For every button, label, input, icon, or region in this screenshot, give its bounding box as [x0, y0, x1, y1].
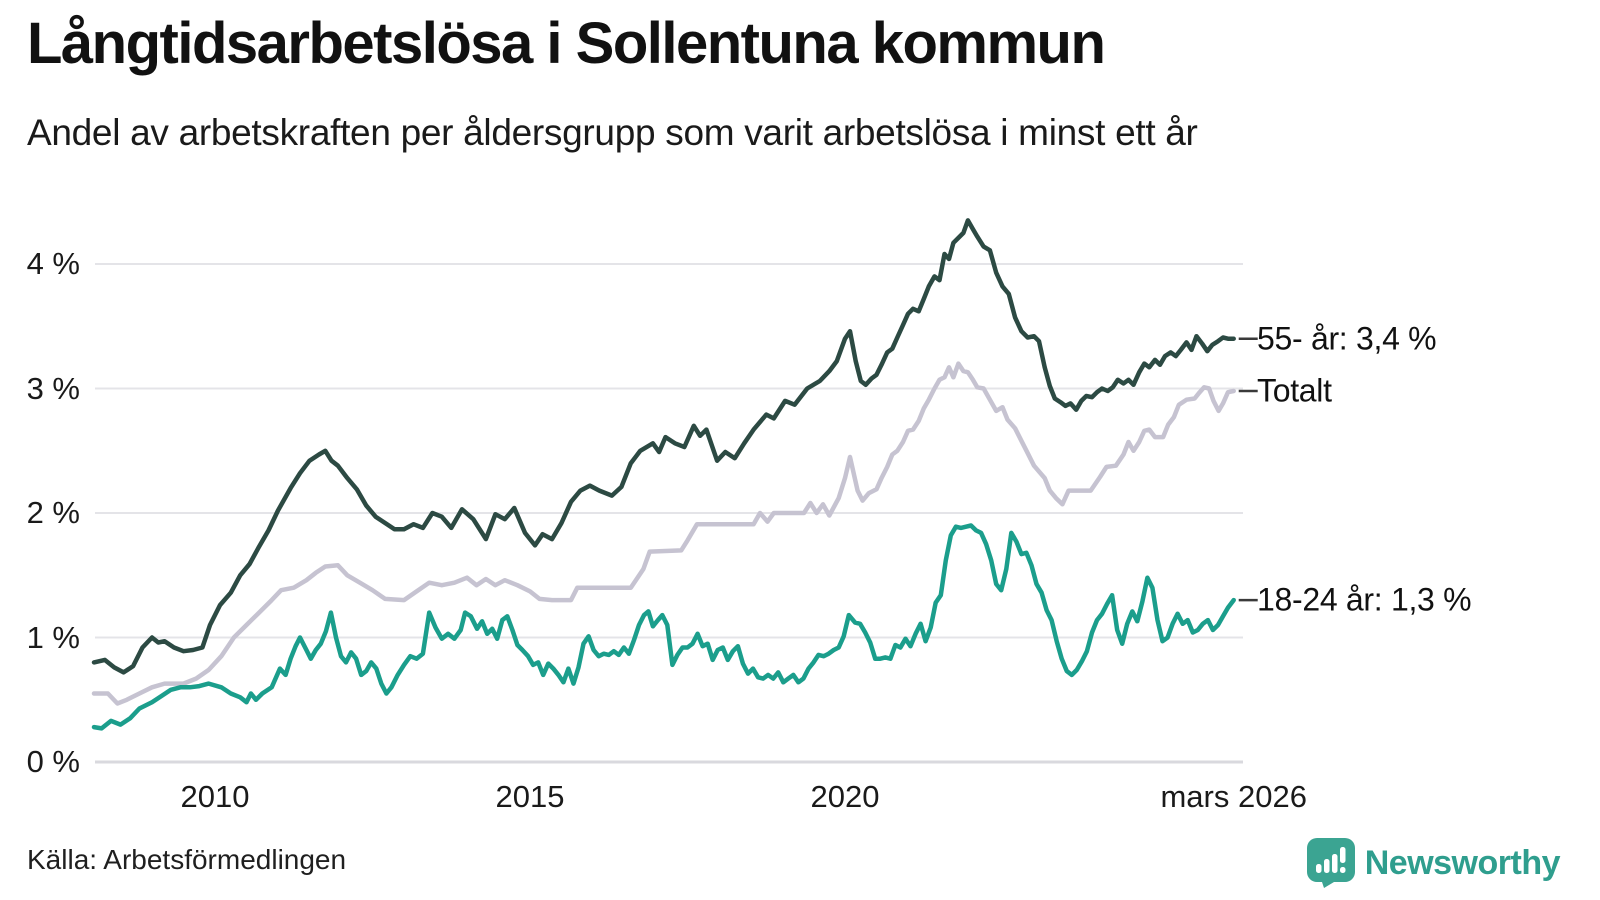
x-tick-label: 2020 [810, 779, 880, 814]
series-line-18-24r [91, 523, 1236, 731]
y-tick-label: 0 % [26, 744, 80, 779]
source-note: Källa: Arbetsförmedlingen [27, 844, 347, 875]
y-tick-label: 3 % [26, 370, 80, 406]
series-line-55-r [91, 218, 1236, 675]
page-subtitle: Andel av arbetskraften per åldersgrupp s… [27, 112, 1198, 153]
series-end-label-18-24r: 18-24 år: 1,3 % [1257, 581, 1472, 618]
y-tick-label: 2 % [26, 495, 80, 530]
series-end-label-Totalt: Totalt [1257, 372, 1332, 409]
series-end-label-55-r: 55- år: 3,4 % [1257, 320, 1437, 357]
x-tick-label: mars 2026 [1160, 779, 1307, 814]
series-line-Totalt [91, 361, 1236, 706]
x-tick-label: 2015 [495, 779, 565, 814]
newsworthy-icon [1306, 838, 1355, 888]
brand-name: Newsworthy [1364, 843, 1561, 882]
y-tick-label: 1 % [26, 619, 80, 655]
brand-logo: Newsworthy [1306, 838, 1561, 888]
x-tick-label: 2010 [180, 779, 250, 814]
page-title: Långtidsarbetslösa i Sollentuna kommun [27, 11, 1106, 76]
y-tick-label: 4 % [26, 246, 80, 281]
